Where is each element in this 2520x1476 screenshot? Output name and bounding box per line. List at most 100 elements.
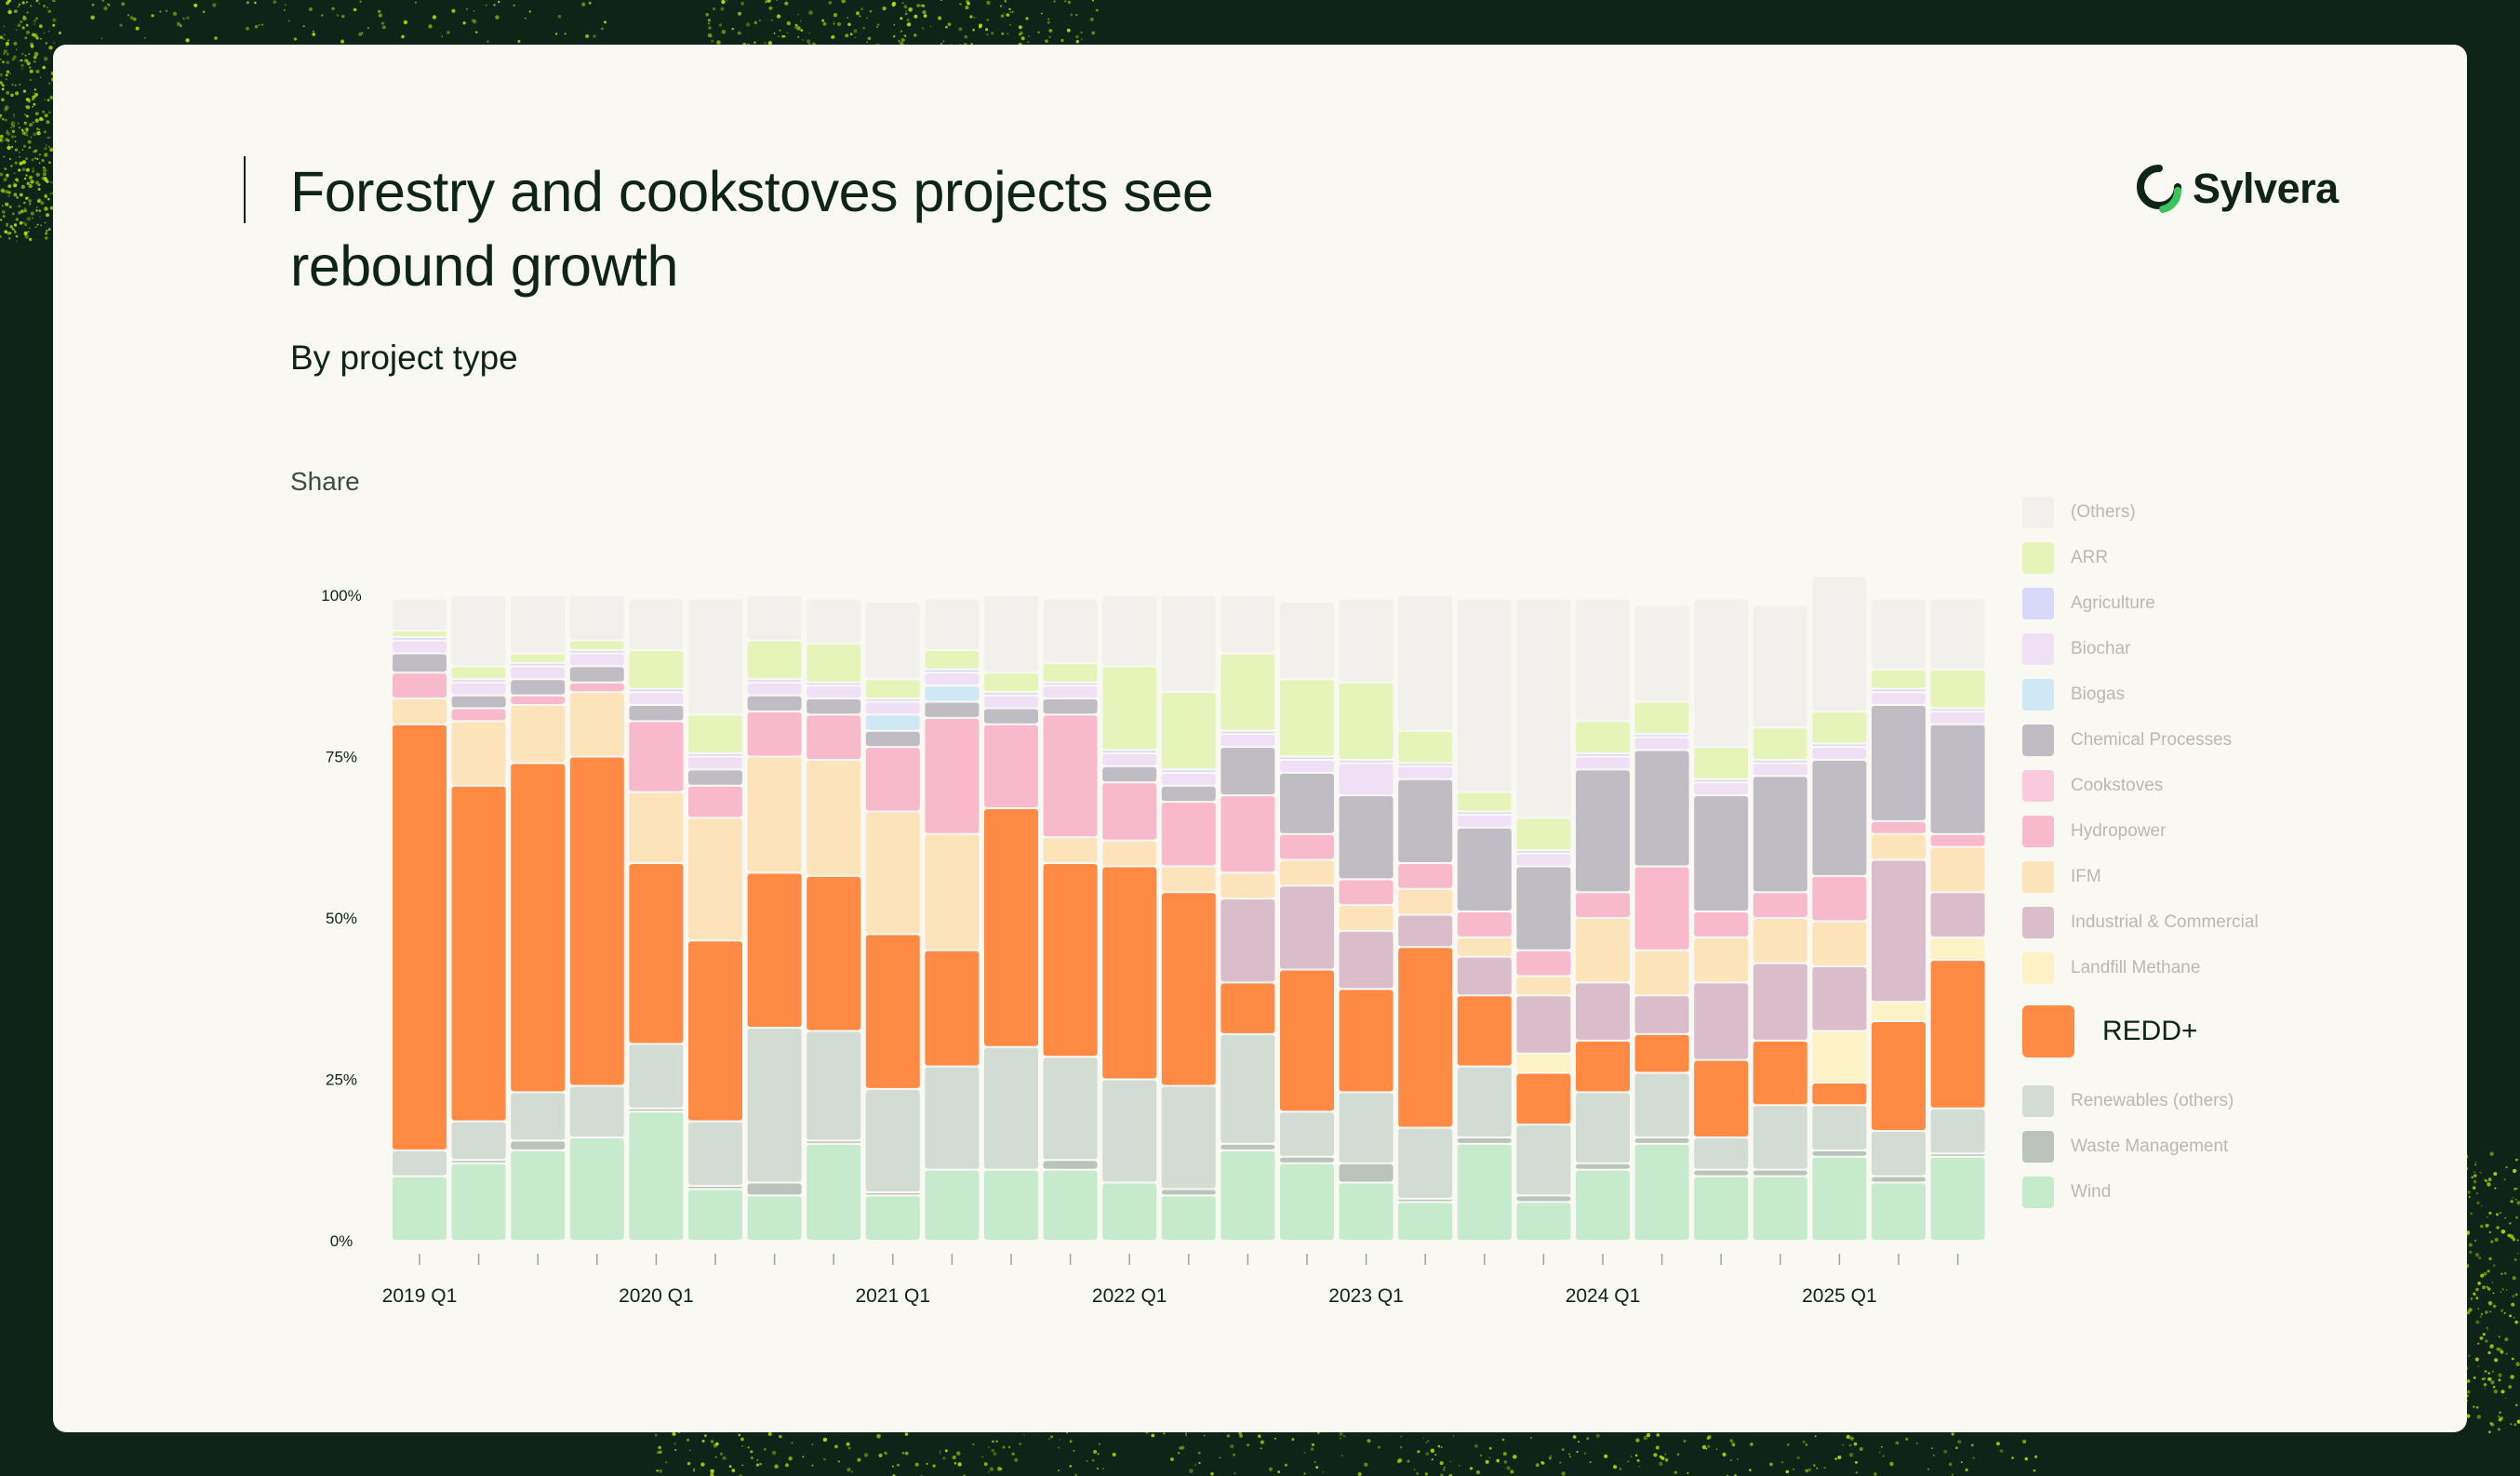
speck-dot — [37, 188, 41, 191]
speck-dot — [721, 29, 727, 34]
speck-dot — [441, 35, 443, 37]
bar-segment — [1102, 751, 1157, 753]
speck-dot — [659, 1450, 662, 1455]
speck-dot — [920, 5, 923, 7]
speck-dot — [2478, 1257, 2482, 1260]
speck-dot — [39, 76, 42, 78]
speck-dot — [185, 38, 190, 43]
speck-dot — [2480, 1312, 2484, 1316]
speck-dot — [447, 31, 450, 34]
speck-dot — [831, 34, 835, 39]
speck-dot — [3, 212, 6, 214]
speck-dot — [2474, 1357, 2479, 1362]
speck-dot — [2481, 1377, 2485, 1380]
speck-dot — [857, 1457, 861, 1462]
bar-segment — [1220, 596, 1275, 653]
speck-dot — [39, 216, 41, 218]
bar-segment — [629, 1044, 684, 1108]
speck-dot — [1814, 1435, 1817, 1438]
bar-segment — [1280, 773, 1334, 833]
speck-dot — [2473, 1174, 2477, 1177]
speck-dot — [14, 231, 16, 233]
bar-segment — [1812, 577, 1867, 711]
speck-dot — [853, 29, 858, 33]
speck-dot — [21, 167, 26, 172]
speck-dot — [34, 226, 37, 228]
speck-dot — [33, 94, 37, 99]
speck-dot — [1009, 23, 1011, 26]
speck-dot — [2500, 1350, 2504, 1354]
speck-dot — [908, 7, 913, 12]
speck-dot — [1091, 31, 1096, 35]
speck-dot — [1676, 1453, 1680, 1456]
legend-swatch — [2022, 497, 2054, 528]
bar-segment — [451, 596, 506, 666]
speck-dot — [44, 57, 48, 61]
bar-segment — [865, 602, 920, 679]
bar-segment — [1457, 1144, 1512, 1240]
speck-dot — [35, 36, 39, 40]
bar-segment — [511, 1141, 566, 1150]
speck-dot — [811, 1464, 814, 1467]
bar-stack — [1872, 599, 1926, 1240]
bar-segment — [1339, 599, 1393, 682]
bar-segment — [1753, 764, 1807, 776]
speck-dot — [2504, 1337, 2509, 1342]
speck-dot — [867, 36, 872, 41]
bar-segment — [1694, 983, 1749, 1059]
speck-dot — [14, 161, 18, 165]
speck-dot — [767, 1431, 772, 1436]
speck-dot — [0, 139, 4, 143]
speck-dot — [2498, 1417, 2502, 1422]
speck-dot — [6, 70, 10, 73]
speck-dot — [753, 41, 756, 44]
speck-dot — [26, 217, 31, 221]
speck-dot — [2492, 1292, 2495, 1295]
speck-dot — [465, 7, 468, 10]
speck-dot — [42, 172, 47, 177]
legend-label: Wind — [2071, 1182, 2112, 1202]
speck-dot — [891, 1465, 894, 1468]
speck-dot — [7, 145, 11, 151]
speck-dot — [29, 237, 33, 242]
bar-segment — [451, 786, 506, 1121]
speck-dot — [9, 232, 12, 234]
speck-dot — [2515, 1362, 2520, 1366]
bar-stack — [1516, 599, 1571, 1240]
speck-dot — [2500, 1310, 2502, 1312]
speck-dot — [1080, 38, 1083, 41]
speck-dot — [25, 157, 29, 161]
speck-dot — [2498, 1373, 2502, 1377]
speck-dot — [1541, 1461, 1545, 1465]
bar-segment — [511, 654, 566, 662]
speck-dot — [1163, 1432, 1166, 1435]
speck-dot — [711, 39, 714, 43]
bar-segment — [1102, 754, 1157, 765]
bar-segment — [865, 1089, 920, 1191]
speck-dot — [14, 135, 17, 138]
speck-dot — [2515, 1158, 2518, 1162]
speck-dot — [786, 20, 791, 26]
bar-segment — [451, 722, 506, 785]
bar-segment — [1694, 783, 1749, 795]
bar-segment — [1398, 779, 1453, 863]
speck-dot — [2466, 1230, 2470, 1234]
speck-dot — [6, 1, 9, 6]
speck-dot — [1424, 1472, 1428, 1476]
speck-dot — [2475, 1406, 2479, 1409]
speck-dot — [1425, 1441, 1428, 1444]
speck-dot — [2479, 1315, 2482, 1318]
speck-dot — [2508, 1222, 2511, 1225]
speck-dot — [313, 30, 314, 33]
speck-dot — [361, 32, 364, 34]
bar-segment — [451, 683, 506, 695]
speck-dot — [32, 217, 33, 219]
speck-dot — [26, 134, 29, 137]
speck-dot — [2470, 1212, 2473, 1216]
chart-title: Forestry and cookstoves projects see reb… — [290, 160, 1214, 298]
speck-dot — [1020, 36, 1025, 41]
bar-segment — [1812, 1157, 1867, 1240]
speck-dot — [1019, 1443, 1021, 1445]
speck-dot — [27, 196, 30, 199]
speck-dot — [28, 146, 32, 150]
